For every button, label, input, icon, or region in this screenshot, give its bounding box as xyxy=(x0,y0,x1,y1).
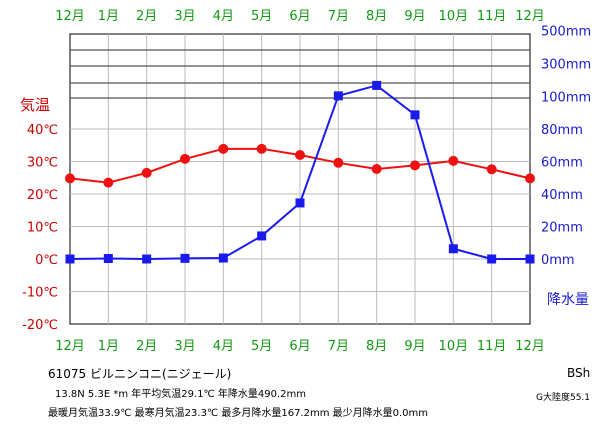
temperature-point xyxy=(525,173,535,184)
month-label-bottom: 6月 xyxy=(289,339,310,354)
precipitation-point xyxy=(103,254,113,264)
temperature-point xyxy=(295,150,305,160)
precipitation-point xyxy=(372,80,382,90)
temperature-tick: 20℃ xyxy=(27,188,58,203)
temperature-tick: 10℃ xyxy=(27,221,58,236)
precipitation-point xyxy=(142,254,152,264)
month-label-top: 7月 xyxy=(328,9,349,24)
precipitation-point xyxy=(218,253,228,263)
precipitation-tick: 60mm xyxy=(541,156,583,171)
precipitation-tick: 20mm xyxy=(541,221,583,236)
temperature-point xyxy=(218,143,229,154)
temperature-point xyxy=(410,160,420,171)
month-label-bottom: 7月 xyxy=(328,339,349,354)
month-label-bottom: 3月 xyxy=(174,339,195,354)
temperature-tick: -10℃ xyxy=(22,286,58,301)
temperature-tick: -20℃ xyxy=(22,318,58,333)
month-label-bottom: 1月 xyxy=(98,339,119,354)
precipitation-tick: 80mm xyxy=(541,123,583,138)
month-label-bottom: 4月 xyxy=(213,339,234,354)
month-label-bottom: 2月 xyxy=(136,339,157,354)
continentality-index: G大陸度55.1 xyxy=(536,393,591,403)
temperature-axis-title: 気温 xyxy=(20,96,50,114)
station-stats-line-1: 13.8N 5.3E *m 年平均気温29.1℃ 年降水量490.2mm xyxy=(55,389,307,400)
month-label-top: 9月 xyxy=(404,9,425,24)
precipitation-point xyxy=(295,198,305,208)
temperature-point xyxy=(371,163,382,174)
precipitation-tick: 0mm xyxy=(541,253,575,268)
precipitation-axis-title: 降水量 xyxy=(547,292,589,308)
temperature-point xyxy=(180,153,190,164)
temperature-series xyxy=(65,143,535,188)
month-label-top: 12月 xyxy=(55,9,85,24)
temperature-point xyxy=(103,177,114,188)
precipitation-tick-labels: 500mm 300mm 100mm 80mm 60mm 40mm 20mm 0mm xyxy=(541,25,591,269)
month-label-top: 2月 xyxy=(136,9,157,24)
month-label-top: 1月 xyxy=(98,9,119,24)
precipitation-point xyxy=(410,110,420,120)
precipitation-point xyxy=(487,254,497,264)
month-label-bottom: 12月 xyxy=(515,339,545,354)
month-label-bottom: 11月 xyxy=(477,339,507,354)
temperature-point xyxy=(141,167,152,178)
temperature-tick: 0℃ xyxy=(35,253,58,268)
precipitation-point xyxy=(180,253,190,263)
precipitation-point xyxy=(333,91,343,101)
precipitation-point xyxy=(525,254,535,264)
month-label-bottom: 10月 xyxy=(439,339,469,354)
precipitation-tick: 40mm xyxy=(541,188,583,203)
month-label-top: 3月 xyxy=(174,9,195,24)
precipitation-point xyxy=(257,231,267,241)
month-label-top: 5月 xyxy=(251,9,272,24)
precipitation-point xyxy=(65,254,75,264)
month-label-bottom: 8月 xyxy=(366,339,387,354)
temperature-point xyxy=(333,157,344,168)
month-label-top: 11月 xyxy=(477,9,507,24)
temperature-tick: 40℃ xyxy=(27,123,58,138)
bottom-month-labels: 12月 1月 2月 3月 4月 5月 6月 7月 8月 9月 10月 11月 12月 xyxy=(55,339,545,354)
month-label-top: 4月 xyxy=(213,9,234,24)
precipitation-tick: 100mm xyxy=(541,91,591,106)
climate-classification: BSh xyxy=(567,366,591,380)
month-label-bottom: 12月 xyxy=(55,339,85,354)
temperature-point xyxy=(256,143,267,154)
station-name: 61075 ビルニンコニ(ニジェール) xyxy=(48,367,232,381)
month-label-top: 10月 xyxy=(439,9,469,24)
precipitation-tick: 300mm xyxy=(541,58,591,73)
temperature-point xyxy=(486,164,497,175)
month-label-top: 12月 xyxy=(515,9,545,24)
precipitation-point xyxy=(448,244,458,254)
temperature-point xyxy=(448,155,459,166)
month-label-bottom: 5月 xyxy=(251,339,272,354)
temperature-tick: 30℃ xyxy=(27,156,58,171)
top-month-labels: 12月 1月 2月 3月 4月 5月 6月 7月 8月 9月 10月 11月 12月 xyxy=(55,9,545,24)
station-stats-line-2: 最暖月気温33.9℃ 最寒月気温23.3℃ 最多月降水量167.2mm 最少月降… xyxy=(48,408,429,419)
chart-grid xyxy=(69,33,531,325)
temperature-point xyxy=(65,173,75,184)
precipitation-series xyxy=(65,80,535,264)
temperature-tick-labels: 40℃ 30℃ 20℃ 10℃ 0℃ -10℃ -20℃ xyxy=(22,123,58,333)
month-label-bottom: 9月 xyxy=(404,339,425,354)
precipitation-tick: 500mm xyxy=(541,25,591,40)
month-label-top: 6月 xyxy=(289,9,310,24)
month-label-top: 8月 xyxy=(366,9,387,24)
